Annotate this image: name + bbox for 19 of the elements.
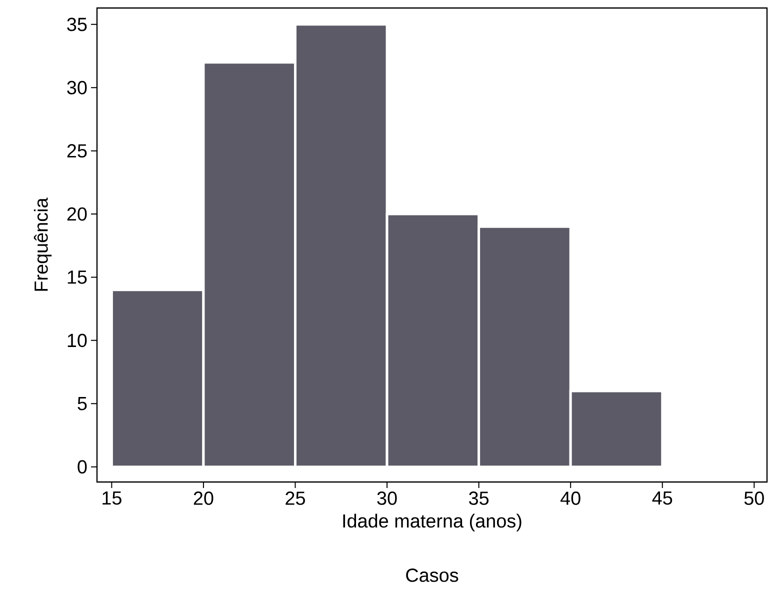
text: Casos: [406, 568, 458, 582]
y-tick-label: 35: [67, 18, 87, 32]
x-tick-label: 25: [286, 492, 305, 505]
y-axis-title: Frequência: [34, 198, 52, 291]
x-axis-title: Idade materna (anos): [343, 514, 522, 532]
y-tick-label: 5: [78, 397, 87, 410]
x-tick-label: 40: [560, 492, 580, 505]
y-tick-label: 15: [68, 270, 87, 284]
x-tick-label: 30: [377, 492, 397, 505]
x-tick-label: 35: [469, 492, 489, 505]
x-tick-label: 45: [652, 492, 672, 505]
y-tick-label: 20: [67, 207, 87, 221]
y-tick-label: 30: [67, 80, 87, 94]
y-tick-label: 10: [68, 334, 87, 348]
x-tick-label: 15: [102, 492, 122, 505]
y-tick-label: 25: [67, 144, 87, 158]
x-tick-label: 50: [744, 492, 764, 505]
y-tick-label: 0: [78, 460, 87, 474]
x-tick-label: 20: [194, 492, 214, 505]
